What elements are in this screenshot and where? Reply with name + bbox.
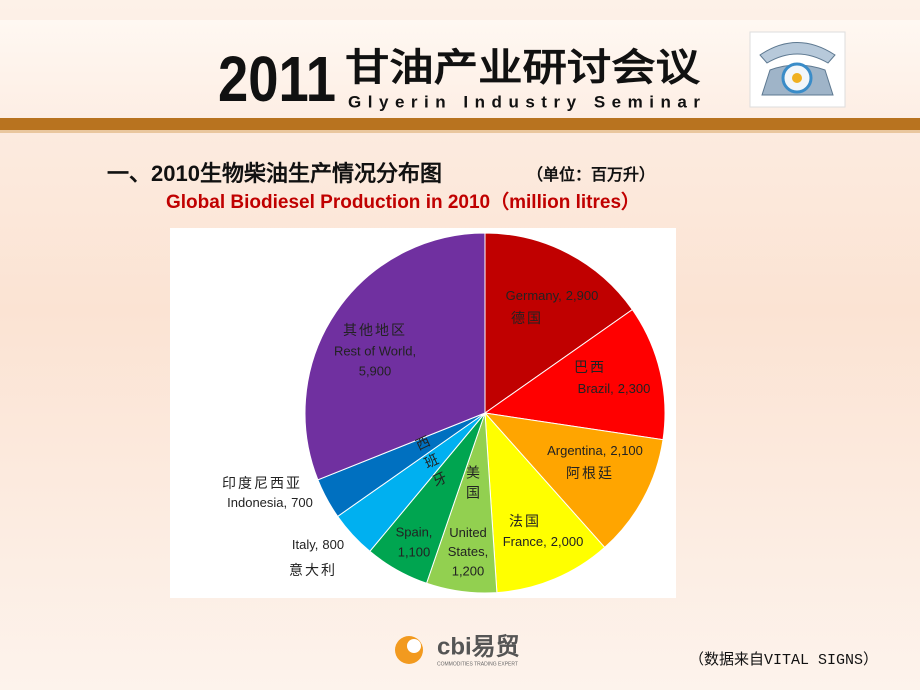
slice-category: Italy, (292, 537, 319, 552)
logo-text: cbi易贸 (437, 633, 520, 660)
header-year: 2011 (218, 43, 336, 115)
slice-category: Argentina, (547, 443, 606, 458)
slice-label-text: Germany, 2,900 (506, 288, 599, 303)
slice-label-text: Brazil, 2,300 (578, 381, 651, 396)
slice-category-line: United (449, 525, 487, 540)
phone-icon (749, 31, 846, 108)
slice-value: 5,900 (359, 363, 392, 378)
slice-label: Brazil, 2,300 巴西 (574, 360, 650, 396)
slice-name-cn: 法国 (509, 514, 541, 530)
slice-value: 2,000 (551, 534, 584, 549)
pie-slice (483, 412, 664, 549)
slice-name-cn: 德国 (511, 311, 543, 327)
slice-label: France, 2,000 法国 (503, 514, 584, 549)
slice-category: Rest of World, (334, 343, 416, 358)
slice-label: Italy, 800 意大利 (289, 537, 344, 579)
slice-name-cn: 印度尼西亚 (222, 476, 302, 492)
slice-category: Indonesia, (227, 495, 287, 510)
slice-label-text: Indonesia, 700 (227, 495, 313, 510)
slice-label-text: France, 2,000 (503, 534, 584, 549)
source-note: （数据来自VITAL SIGNS） (689, 651, 878, 669)
slice-value: 2,900 (566, 288, 599, 303)
header-rule-light (0, 130, 920, 133)
slice-value: 700 (291, 495, 313, 510)
slice-value: 800 (322, 537, 344, 552)
slice-value: 1,100 (398, 544, 431, 559)
chart-subtitle: Global Biodiesel Production in 2010（mill… (166, 190, 640, 213)
slice-category-line: States, (448, 544, 488, 559)
slice-value: 2,300 (618, 381, 651, 396)
pie-slice (304, 232, 486, 481)
slice-name-cn: 巴西 (574, 360, 606, 376)
slice-label: Argentina, 2,100 阿根廷 (547, 443, 643, 482)
slice-name-cn: 美国 (464, 465, 480, 505)
pie-slice (484, 232, 634, 414)
slice-label-text: Argentina, 2,100 (547, 443, 643, 458)
slice-category: Spain, (396, 524, 433, 539)
slice-name-cn: 其他地区 (343, 323, 407, 339)
slice-label: Rest of World, 5,900 其他地区 (334, 323, 416, 378)
slice-name-cn: 意大利 (289, 562, 337, 579)
slice-category: United States, (448, 525, 488, 559)
footer-logo: cbi易贸 COMMODITIES TRADING EXPERT (395, 633, 520, 667)
slice-category: Germany, (506, 288, 562, 303)
logo-tagline: COMMODITIES TRADING EXPERT (437, 661, 518, 667)
slice-category: Brazil, (578, 381, 614, 396)
slice-label-text: Italy, 800 (292, 537, 344, 552)
slice-label: United States, 1,200 美国 (448, 465, 488, 578)
header-rule (0, 118, 920, 130)
heading: 一、2010生物柴油生产情况分布图 (107, 161, 442, 186)
header-title-cn: 甘油产业研讨会议 (345, 46, 701, 90)
slice-value: 1,200 (452, 563, 485, 578)
slice-value: 2,100 (610, 443, 643, 458)
slice-label: Indonesia, 700 印度尼西亚 (222, 476, 313, 510)
pie-slice (484, 411, 606, 594)
slice-category: France, (503, 534, 547, 549)
heading-unit: （单位：百万升） (527, 165, 655, 184)
slice-name-cn: 阿根廷 (566, 466, 614, 482)
slice-label: Germany, 2,900 德国 (506, 288, 599, 327)
pie-slice (483, 308, 666, 441)
